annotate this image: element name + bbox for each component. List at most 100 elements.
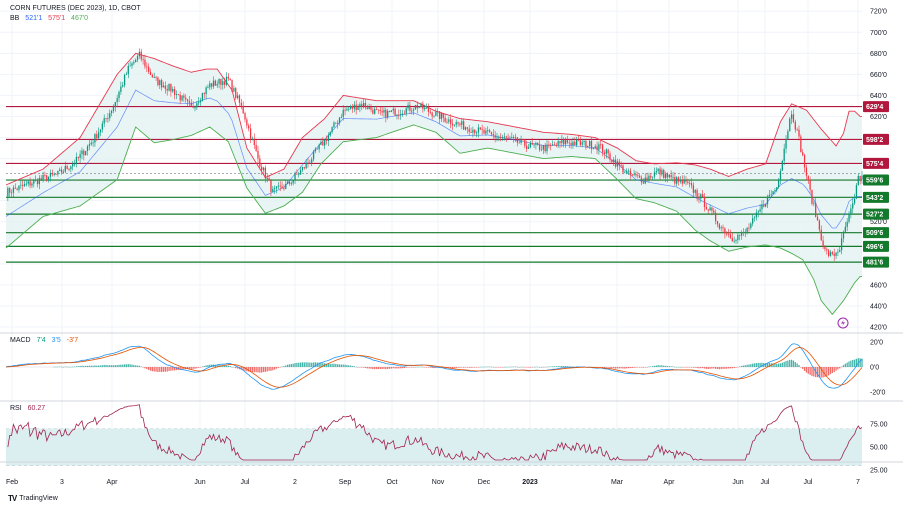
price-axis[interactable]: 720'0 700'0 680'0 660'0 640'0 620'0 520'0 460'0… bbox=[870, 9, 888, 475]
macd-histogram-bar bbox=[657, 365, 659, 367]
candle-body bbox=[474, 129, 476, 134]
candle-body bbox=[86, 146, 89, 152]
macd-histogram-bar bbox=[225, 365, 228, 367]
candle-body bbox=[364, 103, 367, 108]
candle-body bbox=[173, 89, 176, 95]
candle-body bbox=[357, 107, 359, 111]
candle-body bbox=[296, 173, 298, 175]
macd-histogram-bar bbox=[468, 367, 470, 368]
macd-histogram-bar bbox=[362, 367, 365, 368]
macd-histogram-bar bbox=[629, 367, 632, 369]
candle-body bbox=[190, 102, 192, 106]
candle-body bbox=[776, 187, 778, 191]
macd-histogram-bar bbox=[746, 364, 748, 367]
macd-histogram-bar bbox=[249, 367, 252, 373]
candle-body bbox=[283, 188, 285, 190]
macd-histogram-bar bbox=[151, 367, 154, 372]
macd-histogram-bar bbox=[855, 358, 858, 367]
macd-histogram-bar bbox=[427, 367, 430, 368]
candle-body bbox=[151, 75, 154, 78]
macd-histogram-bar bbox=[146, 367, 148, 370]
bb-legend[interactable]: BB 521'1 575'1 467'0 bbox=[10, 15, 92, 22]
candle-body bbox=[285, 183, 287, 189]
candle-body bbox=[68, 168, 70, 170]
macd-histogram-bar bbox=[626, 367, 628, 369]
candle-body bbox=[311, 159, 313, 163]
macd-legend[interactable]: MACD 7'4 3'5 -3'7 bbox=[10, 337, 82, 344]
candle-body bbox=[299, 170, 302, 175]
macd-histogram-bar bbox=[414, 366, 417, 368]
macd-histogram-bar bbox=[370, 367, 372, 369]
macd-histogram-bar bbox=[677, 366, 680, 368]
time-axis-label: Nov bbox=[432, 479, 445, 486]
resistance-tag-label: 629'4 bbox=[866, 104, 883, 111]
macd-histogram-bar bbox=[433, 367, 435, 369]
candle-body bbox=[614, 159, 617, 167]
macd-histogram-bar bbox=[744, 365, 746, 367]
candle-body bbox=[707, 209, 709, 211]
candle-body bbox=[414, 105, 417, 110]
candle-body bbox=[588, 141, 591, 146]
level-tags: 629'4 598'2 575'4 559'6 543'2 527'2 509'6 496'6… bbox=[863, 101, 889, 268]
macd-histogram-bar bbox=[828, 367, 830, 376]
candle-body bbox=[7, 188, 9, 197]
macd-histogram-bar bbox=[540, 367, 543, 368]
candle-body bbox=[572, 141, 574, 145]
candle-body bbox=[333, 122, 335, 128]
candle-body bbox=[720, 227, 722, 229]
candle-body bbox=[651, 176, 654, 178]
candle-body bbox=[225, 76, 228, 85]
macd-histogram-bar bbox=[240, 367, 242, 370]
macd-histogram-bar bbox=[335, 363, 337, 367]
macd-histogram-bar bbox=[325, 363, 328, 367]
macd-histogram-bar bbox=[752, 363, 754, 367]
candle-body bbox=[859, 175, 861, 180]
candle-body bbox=[611, 159, 613, 163]
macd-histogram-bar bbox=[477, 367, 480, 368]
macd-histogram-bar bbox=[81, 365, 83, 367]
lightning-icon[interactable] bbox=[837, 317, 849, 329]
candle-body bbox=[461, 121, 463, 125]
macd-histogram-bar bbox=[409, 367, 411, 368]
macd-histogram-bar bbox=[470, 367, 472, 368]
candle-body bbox=[14, 187, 16, 189]
macd-histogram-bar bbox=[777, 363, 780, 367]
candle-body bbox=[844, 226, 846, 232]
time-axis[interactable]: Feb 3 Apr Jun Jul 2 Sep Oct Nov Dec 2023 Mar Apr Jun J… bbox=[6, 479, 860, 486]
macd-histogram-bar bbox=[620, 367, 622, 369]
macd-histogram-bar bbox=[242, 367, 244, 371]
macd-histogram-bar bbox=[776, 363, 778, 367]
tradingview-logo[interactable]: TV TradingView bbox=[8, 494, 58, 503]
macd-histogram-bar bbox=[601, 367, 604, 368]
macd-histogram-bar bbox=[214, 364, 217, 367]
macd-histogram-bar bbox=[546, 366, 548, 368]
macd-histogram-bar bbox=[457, 367, 459, 368]
candle-body bbox=[522, 139, 524, 141]
candle-body bbox=[498, 137, 500, 138]
candle-body bbox=[737, 234, 739, 240]
macd-histogram-bar bbox=[162, 367, 165, 372]
candle-body bbox=[177, 94, 179, 95]
macd-histogram-bar bbox=[166, 367, 168, 372]
macd-histogram-bar bbox=[311, 362, 313, 367]
macd-histogram-bar bbox=[498, 367, 500, 368]
macd-histogram-bar bbox=[420, 366, 422, 368]
macd-histogram-bar bbox=[472, 367, 474, 368]
macd-histogram-bar bbox=[664, 365, 667, 367]
macd-histogram-bar bbox=[175, 367, 178, 371]
candle-body bbox=[637, 175, 639, 177]
support-tag bbox=[863, 256, 889, 268]
candle-body bbox=[387, 110, 389, 118]
candle-body bbox=[525, 145, 528, 149]
macd-histogram-bar bbox=[490, 366, 493, 368]
rsi-legend[interactable]: RSI 60.27 bbox=[10, 405, 49, 412]
candle-body bbox=[646, 177, 648, 180]
candle-body bbox=[99, 129, 102, 133]
macd-histogram-bar bbox=[77, 366, 79, 367]
candle-body bbox=[183, 95, 185, 98]
candle-body bbox=[355, 104, 357, 111]
macd-histogram-bar bbox=[401, 367, 404, 369]
candle-body bbox=[724, 228, 726, 234]
candle-body bbox=[548, 144, 550, 146]
